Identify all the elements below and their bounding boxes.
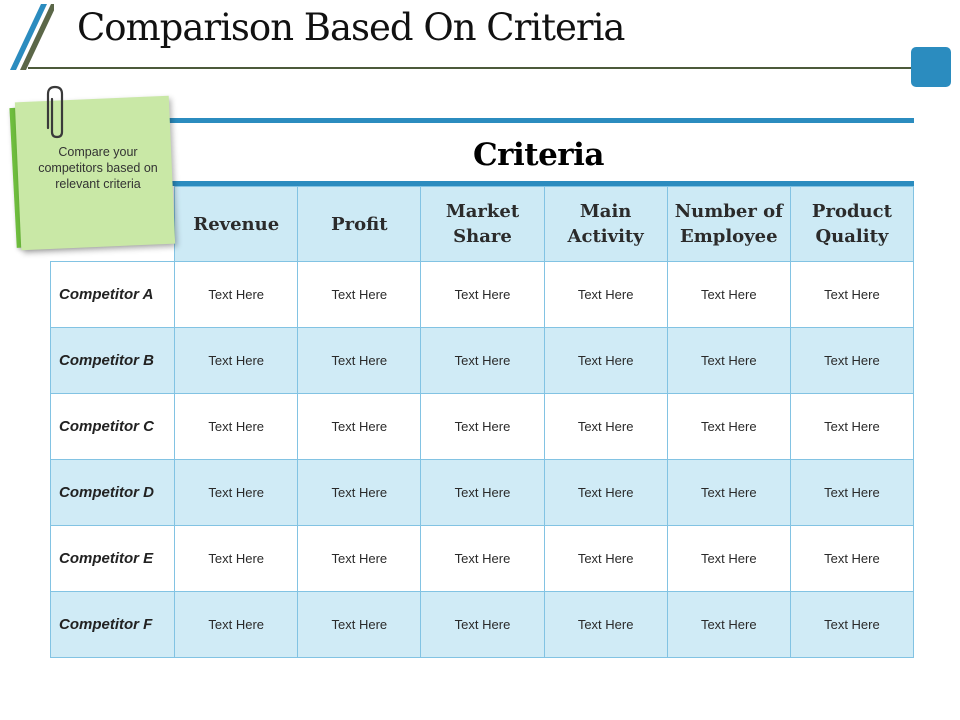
table-cell: Text Here (666, 591, 791, 658)
table-cell: Text Here (297, 591, 422, 658)
table-cell: Text Here (174, 525, 299, 592)
table-cell: Text Here (543, 591, 668, 658)
row-label: Competitor C (49, 393, 176, 460)
row-label: Competitor A (49, 261, 176, 328)
table-cell: Text Here (420, 261, 545, 328)
table-cell: Text Here (543, 393, 668, 460)
table-row: Competitor E Text Here Text Here Text Here T… (49, 525, 915, 592)
comparison-table: Revenue Profit Market Share Main Activit… (49, 186, 915, 658)
table-row: Competitor F Text Here Text Here Text Here T… (49, 591, 915, 658)
column-header-revenue: Revenue (174, 186, 299, 262)
criteria-header-band: Criteria (163, 118, 914, 186)
table-cell: Text Here (789, 393, 915, 460)
table-cell: Text Here (174, 261, 299, 328)
table-cell: Text Here (420, 525, 545, 592)
table-cell: Text Here (543, 459, 668, 526)
table-cell: Text Here (543, 327, 668, 394)
criteria-title: Criteria (472, 137, 605, 173)
table-cell: Text Here (543, 525, 668, 592)
sticky-note-text: Compare your competitors based on releva… (38, 145, 158, 191)
page-title: Comparison Based On Criteria (77, 6, 625, 49)
title-underline (28, 67, 912, 69)
table-row: Competitor B Text Here Text Here Text Here T… (49, 327, 915, 394)
table-row: Competitor A Text Here Text Here Text Here T… (49, 261, 915, 328)
table-cell: Text Here (174, 591, 299, 658)
table-cell: Text Here (789, 525, 915, 592)
table-cell: Text Here (174, 393, 299, 460)
table-cell: Text Here (789, 261, 915, 328)
table-cell: Text Here (174, 459, 299, 526)
title-slashes-decoration (10, 4, 54, 70)
column-header-product-quality: Product Quality (789, 186, 915, 262)
table-cell: Text Here (420, 393, 545, 460)
row-label: Competitor F (49, 591, 176, 658)
header-row: Revenue Profit Market Share Main Activit… (51, 186, 915, 262)
table-cell: Text Here (297, 393, 422, 460)
table-cell: Text Here (666, 525, 791, 592)
table-cell: Text Here (297, 459, 422, 526)
table-cell: Text Here (789, 459, 915, 526)
table-row: Competitor D Text Here Text Here Text Here T… (49, 459, 915, 526)
table-cell: Text Here (789, 591, 915, 658)
column-header-profit: Profit (297, 186, 422, 262)
table-cell: Text Here (174, 327, 299, 394)
paperclip-icon (46, 85, 64, 139)
corner-accent-square (911, 47, 951, 87)
row-label: Competitor E (49, 525, 176, 592)
table-cell: Text Here (666, 327, 791, 394)
table-cell: Text Here (666, 393, 791, 460)
table-cell: Text Here (297, 525, 422, 592)
table-cell: Text Here (666, 261, 791, 328)
table-cell: Text Here (297, 261, 422, 328)
table-cell: Text Here (420, 459, 545, 526)
table-body: Competitor A Text Here Text Here Text Here T… (49, 261, 915, 658)
table-cell: Text Here (666, 459, 791, 526)
column-header-number-of-employee: Number of Employee (666, 186, 791, 262)
table-cell: Text Here (420, 327, 545, 394)
table-cell: Text Here (420, 591, 545, 658)
column-header-market-share: Market Share (420, 186, 545, 262)
column-header-main-activity: Main Activity (543, 186, 668, 262)
table-cell: Text Here (789, 327, 915, 394)
table-cell: Text Here (297, 327, 422, 394)
table-row: Competitor C Text Here Text Here Text Here T… (49, 393, 915, 460)
row-label: Competitor B (49, 327, 176, 394)
row-label: Competitor D (49, 459, 176, 526)
table-cell: Text Here (543, 261, 668, 328)
